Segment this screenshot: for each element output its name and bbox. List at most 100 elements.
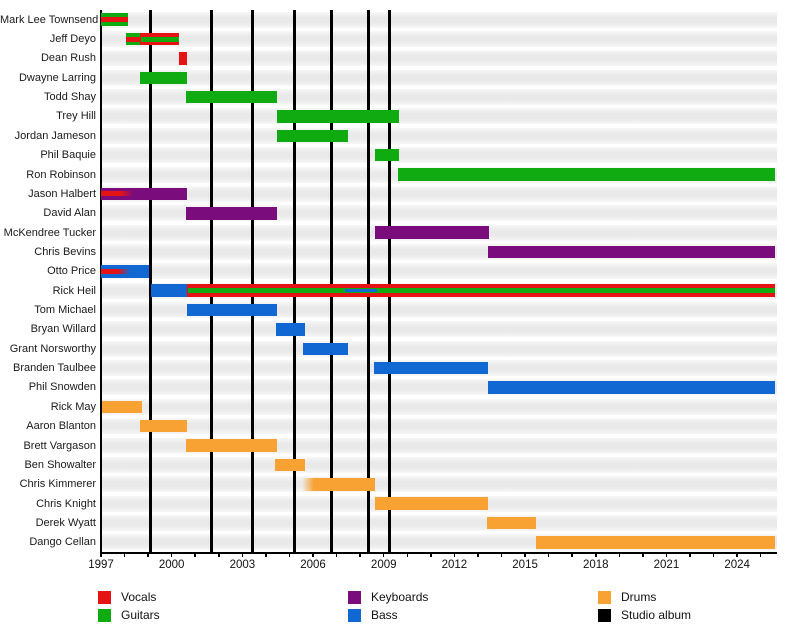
legend-swatch-drums	[598, 591, 611, 604]
member-name-label: Rick May	[50, 400, 96, 413]
member-bar-drums	[139, 419, 187, 433]
member-bar-keyboards	[185, 207, 277, 220]
member-name-label: Aaron Blanton	[26, 420, 96, 433]
year-tick	[288, 552, 291, 557]
member-row-band	[101, 418, 777, 435]
member-name-label: Tom Michael	[34, 304, 96, 317]
year-tick	[123, 552, 126, 557]
legend-label-drums: Drums	[621, 590, 657, 604]
member-bar-drums	[486, 516, 536, 530]
plot-left-border	[100, 10, 102, 552]
member-row-band	[101, 185, 777, 202]
member-row-band	[101, 514, 777, 531]
member-name-label: Derek Wyatt	[35, 516, 96, 529]
year-label: 2018	[582, 559, 609, 571]
year-label: 2006	[300, 559, 326, 571]
member-name-label: Brett Vargason	[23, 439, 96, 452]
member-row-band	[101, 398, 777, 415]
x-axis-line	[100, 552, 777, 554]
year-tick	[736, 552, 738, 557]
member-name-label: Ben Showalter	[24, 458, 96, 471]
member-name-label: Chris Knight	[36, 497, 96, 510]
legend-label-bass: Bass	[371, 608, 398, 622]
year-tick	[359, 552, 361, 557]
member-name-label: Dean Rush	[40, 52, 96, 65]
member-bar-bass	[488, 381, 775, 394]
member-bar-guitars	[141, 36, 179, 42]
member-name-label: Todd Shay	[44, 91, 96, 104]
member-bar-guitars	[188, 288, 775, 294]
year-tick	[759, 552, 762, 557]
year-tick	[547, 552, 550, 557]
year-label: 2000	[158, 559, 185, 571]
legend-swatch-guitars	[98, 609, 111, 622]
studio-album-line	[366, 10, 370, 552]
member-name-label: Phil Snowden	[28, 381, 96, 394]
year-tick	[218, 552, 220, 557]
member-bar-bass	[302, 342, 348, 355]
year-tick	[312, 552, 314, 557]
member-name-label: Jason Halbert	[28, 187, 96, 200]
member-bar-keyboards	[101, 187, 187, 201]
year-tick	[430, 552, 432, 557]
year-label: 2003	[229, 559, 256, 571]
year-tick	[477, 552, 479, 557]
member-bar-vocals	[178, 52, 187, 65]
member-bar-guitars	[276, 129, 348, 143]
year-tick	[712, 552, 715, 557]
member-row-band	[101, 31, 777, 48]
member-bar-drums	[102, 400, 142, 414]
member-bar-guitars	[185, 90, 277, 104]
member-name-label: Ron Robinson	[26, 168, 96, 181]
member-name-label: Bryan Willard	[30, 323, 96, 336]
member-bar-drums	[535, 536, 775, 549]
member-name-label: Dwayne Larring	[18, 71, 96, 84]
member-row-band	[101, 263, 777, 280]
year-tick	[335, 552, 338, 557]
member-bar-keyboards	[488, 245, 775, 259]
year-tick	[665, 552, 668, 557]
legend-swatch-studio	[598, 609, 611, 622]
member-row-band	[101, 108, 777, 125]
member-name-label: Dango Cellan	[29, 536, 96, 549]
member-name-label: Mark Lee Townsend	[0, 13, 99, 26]
member-row-band	[101, 127, 777, 144]
member-name-label: McKendree Tucker	[3, 226, 96, 239]
member-row-band	[101, 50, 777, 67]
year-tick	[406, 552, 409, 557]
year-label: 2015	[512, 559, 538, 571]
studio-album-line	[330, 10, 334, 552]
member-name-label: David Alan	[43, 207, 96, 220]
studio-album-line	[388, 10, 392, 552]
year-tick	[642, 552, 644, 557]
legend-label-guitars: Guitars	[121, 608, 160, 622]
member-bar-drums	[301, 478, 375, 491]
legend-label-studio: Studio album	[621, 608, 692, 622]
year-label: 1997	[88, 559, 114, 571]
member-name-label: Trey Hill	[56, 110, 96, 123]
year-label: 2012	[441, 559, 468, 571]
legend-label-keyboards: Keyboards	[371, 590, 429, 604]
member-bar-bass	[345, 289, 377, 293]
year-label: 2024	[724, 559, 750, 571]
member-bar-vocals	[101, 191, 133, 197]
year-label: 2021	[653, 559, 680, 571]
year-tick	[689, 552, 691, 557]
member-bar-guitars	[139, 71, 187, 84]
member-name-label: Rick Heil	[52, 284, 96, 297]
legend-swatch-keyboards	[348, 591, 361, 604]
member-name-label: Branden Taulbee	[13, 362, 96, 375]
member-name-label: Grant Norsworthy	[9, 342, 96, 355]
year-tick	[265, 552, 267, 557]
year-tick	[170, 552, 173, 557]
year-tick	[194, 552, 196, 557]
member-bar-guitars	[276, 110, 400, 123]
member-bar-drums	[375, 497, 489, 510]
member-name-label: Phil Baquie	[40, 149, 96, 162]
member-bar-keyboards	[375, 226, 490, 239]
member-bar-bass	[150, 284, 187, 297]
member-bar-guitars	[397, 168, 775, 181]
year-tick	[595, 552, 597, 557]
legend-swatch-bass	[348, 609, 361, 622]
